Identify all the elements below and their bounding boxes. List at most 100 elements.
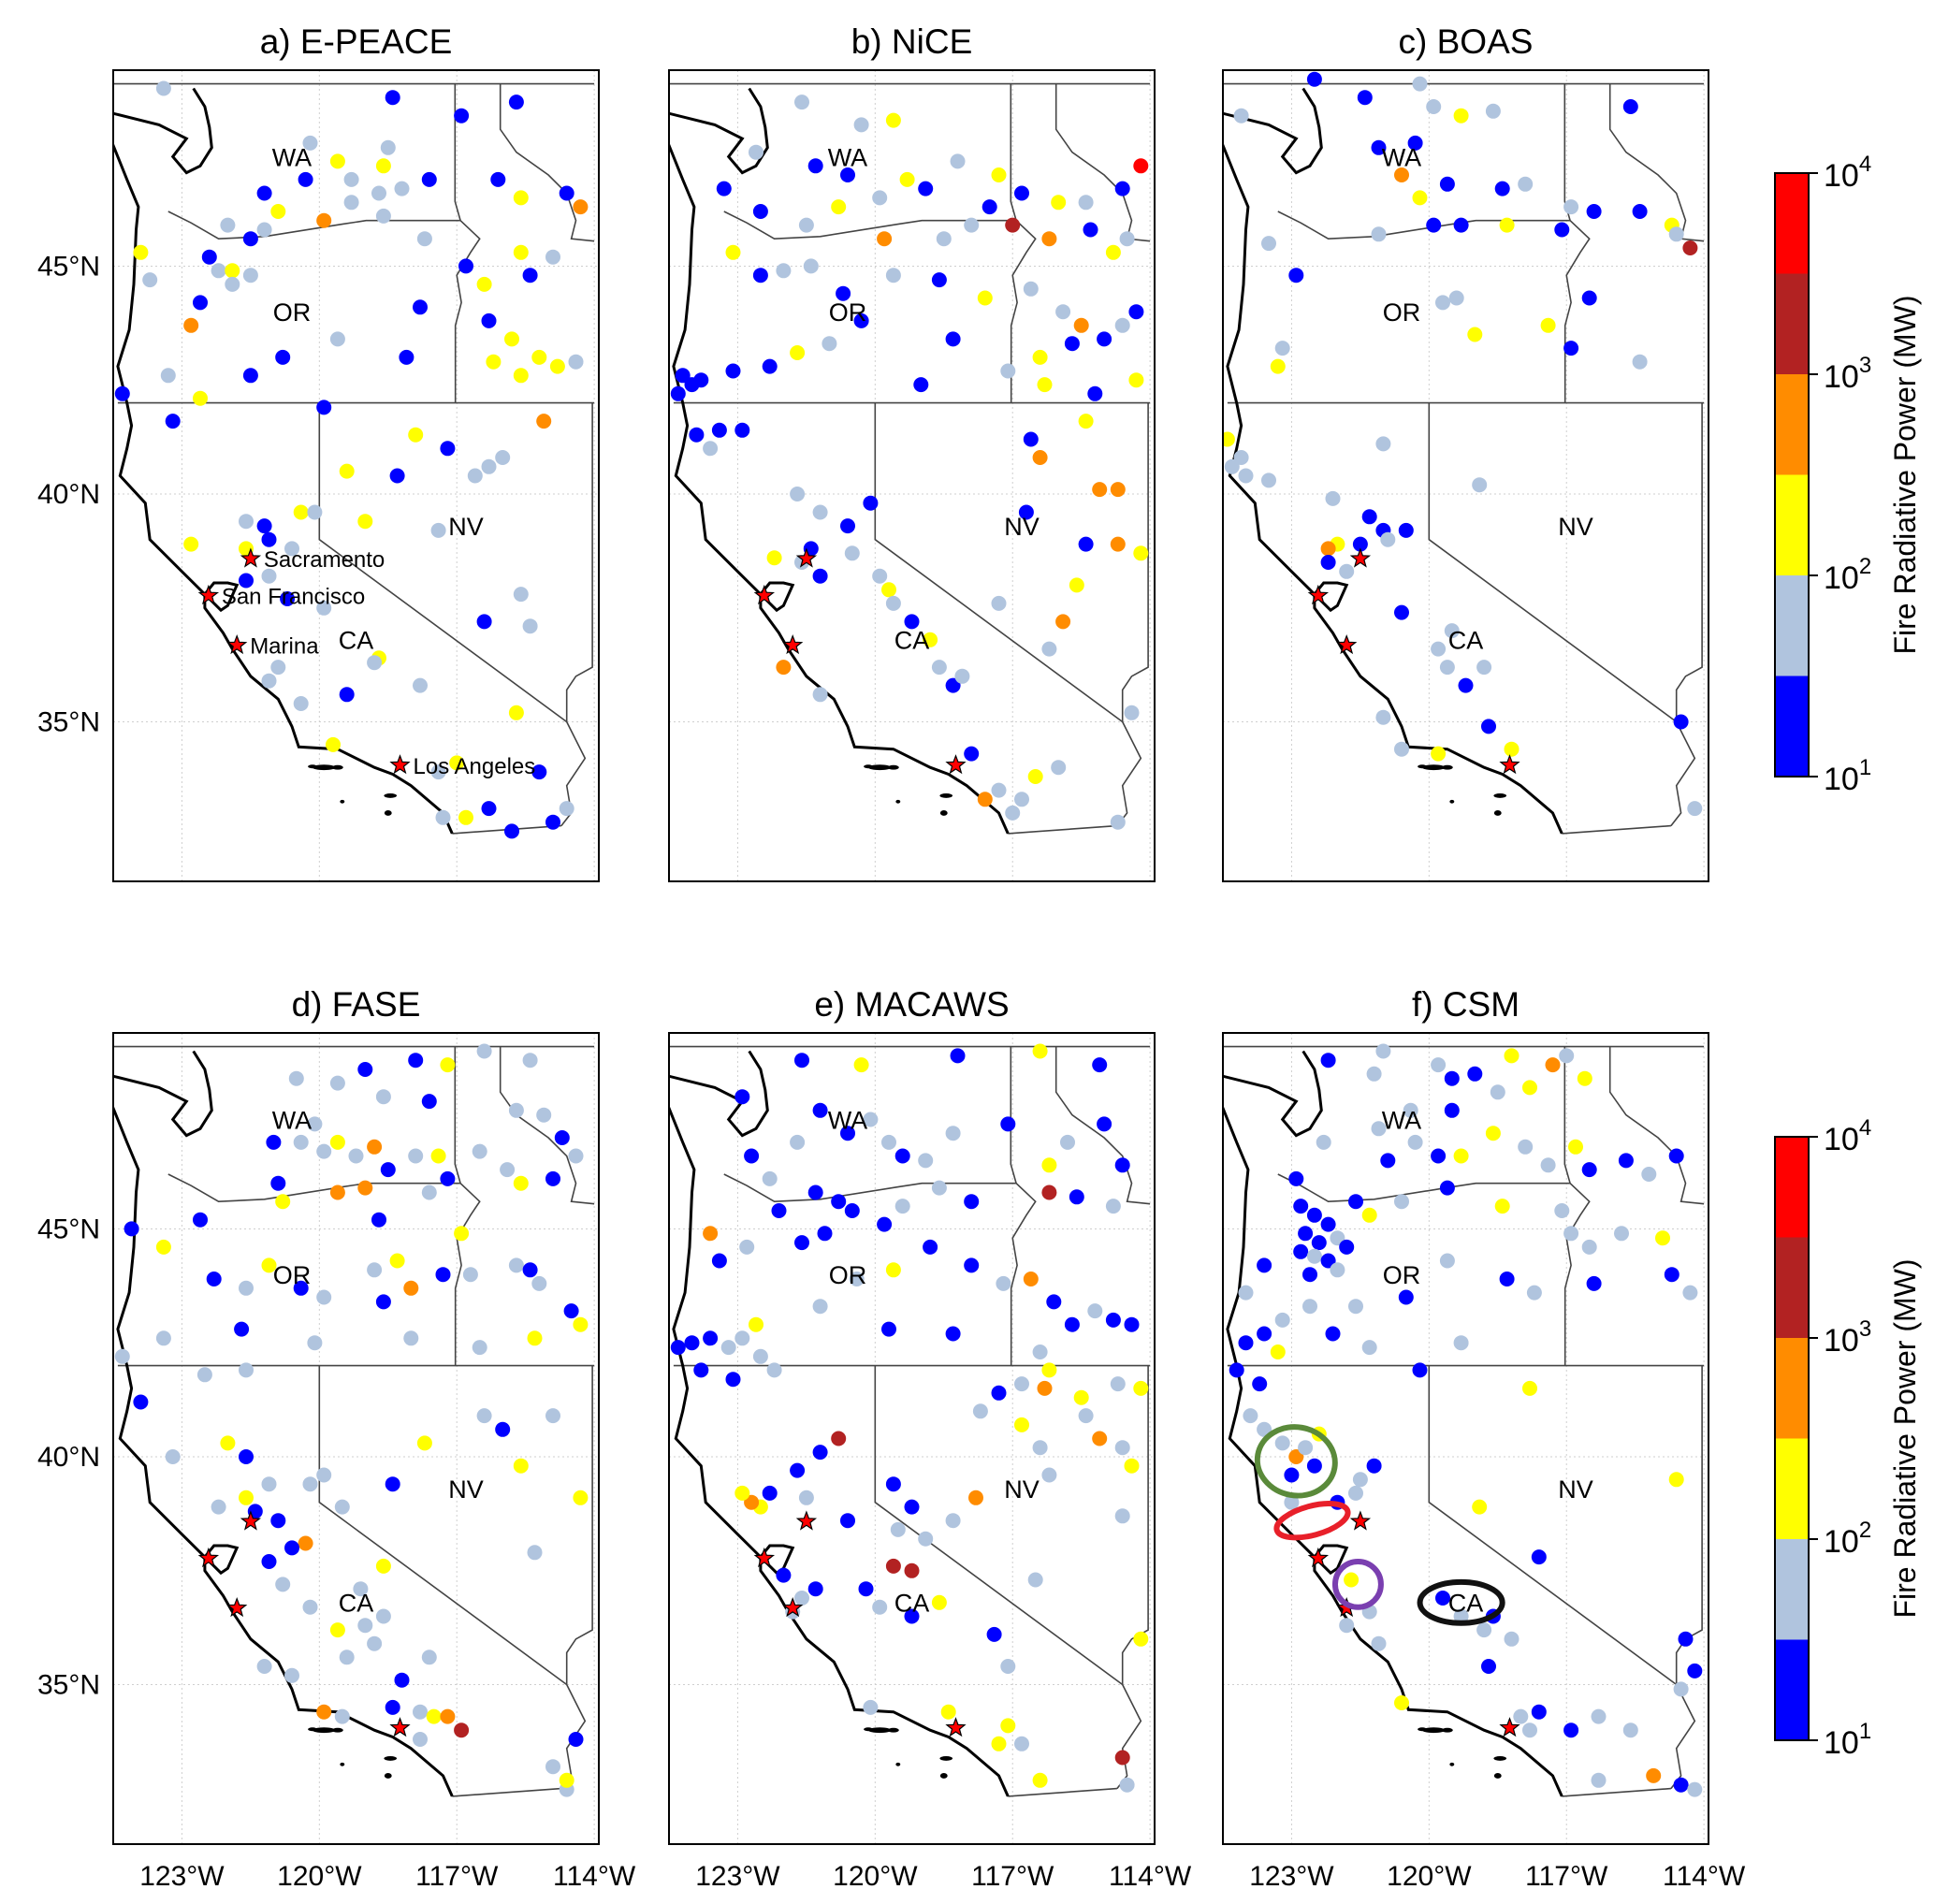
fire-point bbox=[1284, 1494, 1300, 1510]
fire-point bbox=[1444, 1102, 1460, 1118]
fire-point bbox=[1000, 1659, 1016, 1674]
state-label: NV bbox=[1558, 513, 1593, 541]
fire-point bbox=[559, 185, 574, 201]
fire-point bbox=[1257, 1257, 1272, 1273]
fire-point bbox=[1673, 714, 1689, 730]
fire-point bbox=[239, 573, 254, 589]
fire-point bbox=[508, 1257, 524, 1273]
state-border bbox=[499, 1046, 595, 1205]
fire-point bbox=[1439, 1253, 1455, 1269]
fire-point bbox=[693, 372, 709, 388]
state-border bbox=[723, 211, 1017, 240]
fire-point bbox=[1000, 363, 1016, 379]
colorbar-tick-exponent: 3 bbox=[1859, 1316, 1871, 1342]
fire-point bbox=[1352, 536, 1368, 552]
fire-point bbox=[371, 1212, 386, 1228]
fire-point bbox=[1023, 281, 1039, 297]
fire-point bbox=[904, 1499, 920, 1515]
fire-point bbox=[430, 764, 446, 780]
fire-point bbox=[413, 1704, 428, 1720]
fire-point bbox=[1119, 231, 1135, 247]
fire-point bbox=[1673, 1777, 1689, 1793]
city-marker bbox=[945, 754, 967, 775]
fire-point bbox=[225, 276, 240, 292]
colorbar-segment bbox=[1775, 1539, 1809, 1640]
fire-point bbox=[1371, 1635, 1387, 1651]
channel-island bbox=[939, 1773, 948, 1779]
fire-point bbox=[725, 363, 741, 379]
fire-point bbox=[508, 94, 524, 110]
fire-point bbox=[421, 1185, 437, 1200]
fire-point bbox=[536, 1107, 552, 1123]
fire-point bbox=[270, 660, 286, 676]
fire-point bbox=[1288, 1449, 1304, 1464]
fire-point bbox=[1394, 167, 1409, 182]
fire-point bbox=[462, 1267, 478, 1283]
fire-point bbox=[1330, 1230, 1345, 1246]
fire-point bbox=[1687, 1663, 1703, 1679]
fire-point bbox=[1274, 1435, 1290, 1451]
fire-point bbox=[416, 231, 432, 247]
fire-point bbox=[1352, 1472, 1368, 1488]
state-border bbox=[1010, 1046, 1037, 1366]
colorbar-tick-base: 10 bbox=[1824, 1323, 1859, 1359]
channel-island bbox=[895, 799, 901, 804]
fire-point bbox=[559, 1772, 574, 1788]
colorbar-segment bbox=[1775, 1438, 1809, 1540]
city-marker bbox=[753, 1547, 776, 1568]
fire-point bbox=[357, 1180, 373, 1196]
fire-point bbox=[1124, 705, 1140, 720]
fire-point bbox=[124, 1221, 139, 1237]
state-label: WA bbox=[1382, 143, 1422, 171]
fire-point bbox=[334, 1499, 350, 1515]
channel-island bbox=[312, 1727, 336, 1734]
fire-point bbox=[840, 1513, 855, 1529]
fire-point bbox=[1133, 545, 1149, 561]
fire-point bbox=[1005, 805, 1021, 821]
fire-point bbox=[1348, 1485, 1363, 1501]
fire-point bbox=[831, 199, 847, 215]
fire-point bbox=[1261, 472, 1276, 488]
fire-point bbox=[1494, 1199, 1510, 1214]
fire-point bbox=[385, 1476, 400, 1492]
colorbar-tick-base: 10 bbox=[1824, 359, 1859, 395]
state-border bbox=[1608, 1046, 1705, 1205]
city-marker bbox=[1307, 1547, 1330, 1568]
fire-point bbox=[1581, 1239, 1597, 1255]
channel-island bbox=[312, 764, 336, 771]
fire-point bbox=[725, 1372, 741, 1388]
fire-point bbox=[1518, 176, 1534, 192]
fire-point bbox=[964, 1194, 980, 1210]
state-label: NV bbox=[448, 513, 484, 541]
fire-point bbox=[316, 1467, 332, 1483]
city-marker bbox=[197, 1547, 220, 1568]
fire-point bbox=[918, 1531, 934, 1547]
x-tick-label: 117°W bbox=[415, 1861, 499, 1892]
fire-point bbox=[1306, 1248, 1322, 1264]
colorbar-segment bbox=[1775, 676, 1809, 778]
channel-island bbox=[1493, 810, 1502, 816]
fire-point bbox=[749, 144, 763, 160]
fire-point bbox=[416, 1435, 432, 1451]
fire-point bbox=[554, 1130, 570, 1145]
map-frame bbox=[112, 69, 600, 882]
fire-point bbox=[183, 317, 199, 333]
fire-point bbox=[1032, 1344, 1048, 1359]
fire-point bbox=[940, 1704, 956, 1720]
fire-point bbox=[766, 1362, 782, 1378]
fire-point bbox=[684, 1335, 700, 1351]
colorbar-segment bbox=[1775, 575, 1809, 676]
colorbar-tick-label: 101 bbox=[1824, 1719, 1871, 1761]
fire-point bbox=[316, 1143, 332, 1159]
city-marker bbox=[795, 547, 818, 568]
colorbar-tick-label: 103 bbox=[1824, 1316, 1871, 1359]
city-marker bbox=[226, 634, 248, 655]
fire-point bbox=[1361, 1340, 1377, 1356]
fire-point bbox=[329, 1185, 345, 1200]
state-label: NV bbox=[1004, 513, 1040, 541]
city-label: San Francisco bbox=[222, 585, 365, 610]
colorbar-segment bbox=[1775, 1237, 1809, 1339]
fire-point bbox=[375, 1608, 391, 1624]
fire-point bbox=[1128, 372, 1144, 388]
fire-point bbox=[776, 660, 792, 676]
